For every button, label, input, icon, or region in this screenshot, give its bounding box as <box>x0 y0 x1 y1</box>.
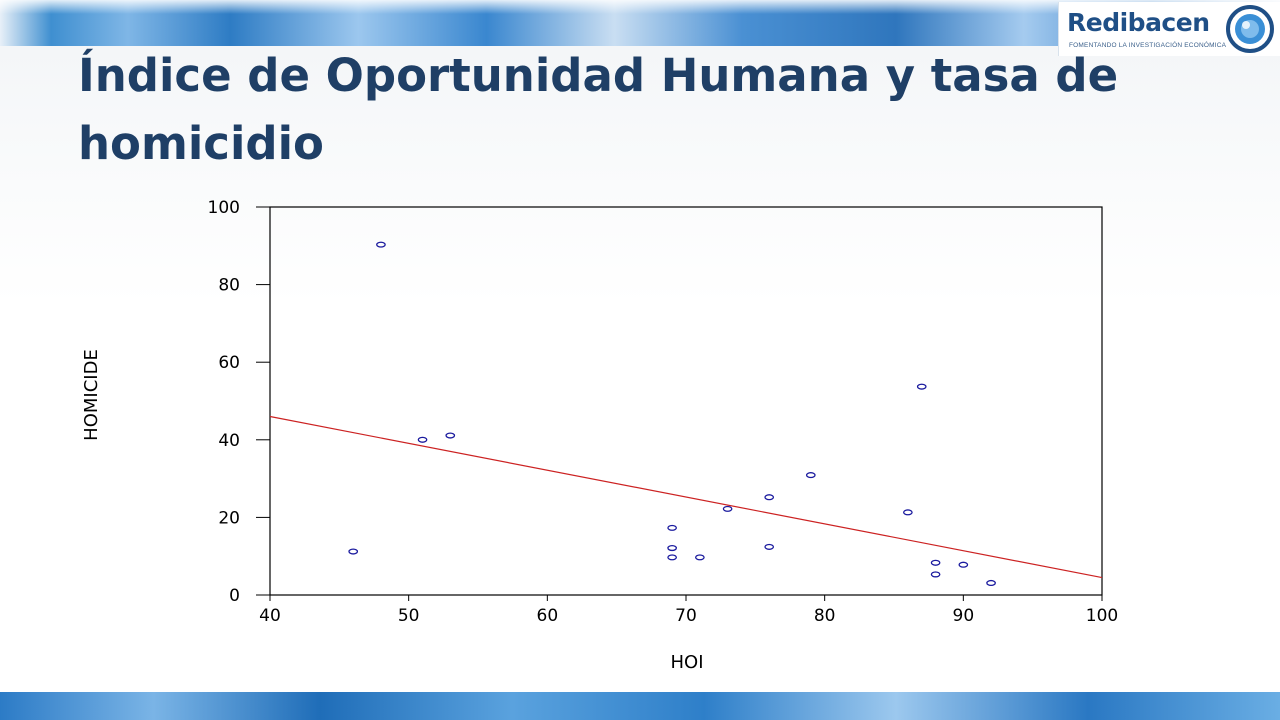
plot-frame <box>269 206 1103 596</box>
slide-background <box>0 46 1280 692</box>
y-tick-label: 60 <box>218 353 240 373</box>
data-point <box>667 554 677 561</box>
data-point <box>986 579 996 587</box>
data-point <box>667 545 677 552</box>
y-axis-title: HOMICIDE <box>81 349 102 441</box>
x-tick-label: 100 <box>1086 606 1118 626</box>
regression-line <box>269 415 1103 579</box>
x-axis-title: HOI <box>670 652 703 673</box>
data-point <box>722 505 733 512</box>
globe-icon <box>1226 5 1274 53</box>
data-point <box>376 241 386 248</box>
y-tick-label: 0 <box>229 586 240 606</box>
slide-title: Índice de Oportunidad Humana y tasa de h… <box>78 49 1119 170</box>
data-point <box>916 383 927 390</box>
data-point <box>930 559 941 566</box>
logo-tagline: FOMENTANDO LA INVESTIGACIÓN ECONÓMICA <box>1069 42 1227 49</box>
data-point <box>695 554 705 561</box>
data-point <box>764 543 775 550</box>
y-tick-label: 100 <box>208 198 240 218</box>
data-point <box>930 571 941 578</box>
x-tick-label: 70 <box>675 606 697 626</box>
chart-axes: 40 50 60 70 80 90 100 0 20 40 60 80 100 <box>208 198 1119 626</box>
x-tick-label: 80 <box>814 606 836 626</box>
data-point <box>903 509 913 516</box>
data-point <box>667 524 677 531</box>
x-tick-label: 40 <box>259 606 281 626</box>
y-tick-label: 20 <box>218 508 240 528</box>
regression-line-layer <box>269 415 1103 579</box>
logo-name: Redibacen <box>1067 8 1210 37</box>
x-tick-label: 60 <box>537 606 559 626</box>
redibacen-logo: Redibacen FOMENTANDO LA INVESTIGACIÓN EC… <box>1058 2 1280 56</box>
data-point <box>805 472 816 479</box>
y-tick-label: 40 <box>218 431 240 451</box>
x-tick-label: 50 <box>398 606 420 626</box>
y-tick-label: 80 <box>218 276 240 296</box>
data-point <box>445 432 456 439</box>
data-point <box>417 436 428 443</box>
data-point <box>348 548 359 555</box>
data-point <box>958 561 969 568</box>
x-tick-label: 90 <box>953 606 975 626</box>
data-points <box>348 241 996 587</box>
data-point <box>764 494 775 501</box>
bottom-decorative-band <box>0 692 1280 720</box>
